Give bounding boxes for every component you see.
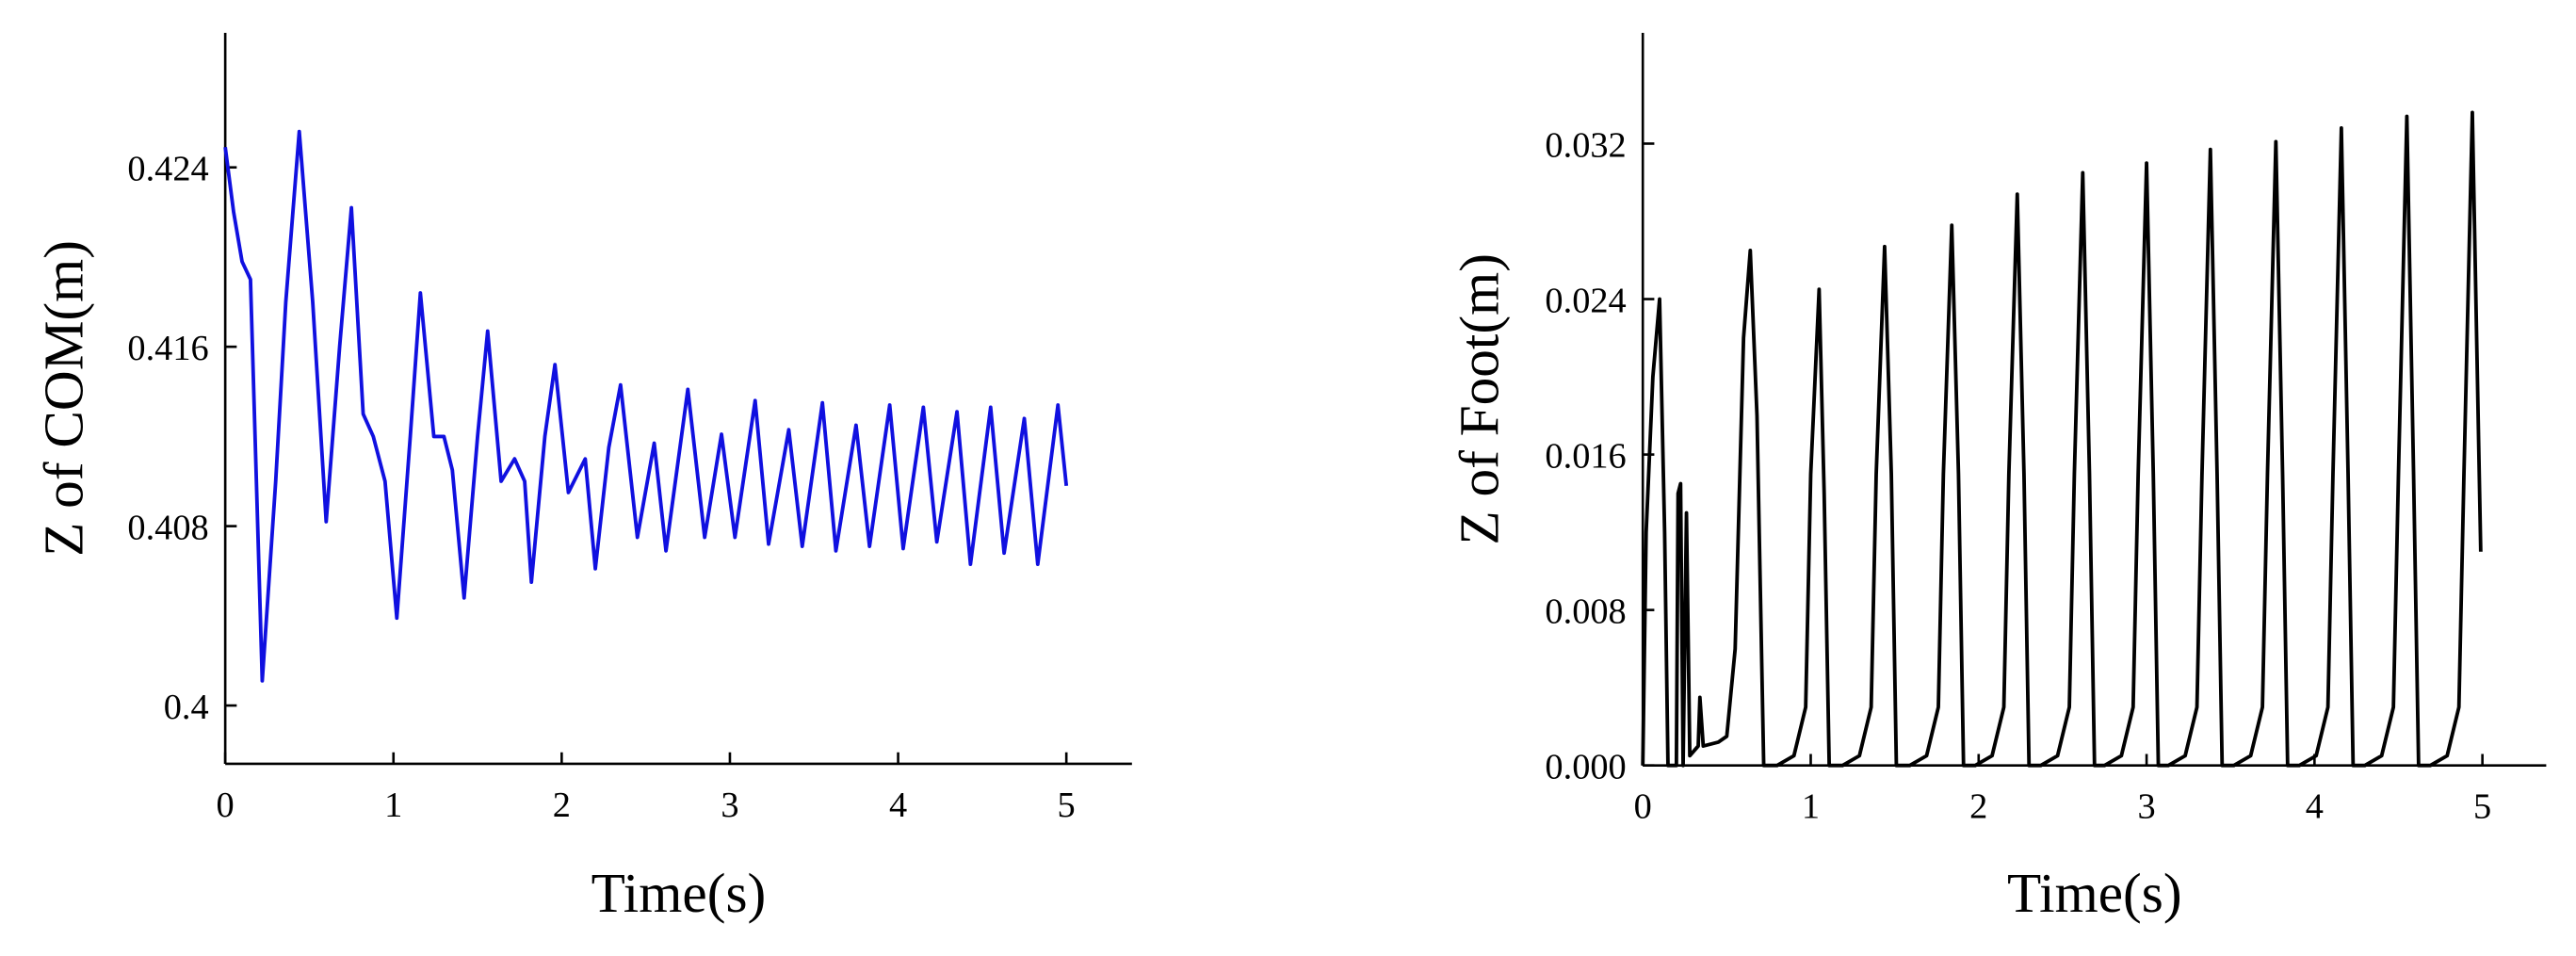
y-tick-label: 0.424 bbox=[127, 150, 208, 189]
x-tick-label: 5 bbox=[1058, 786, 1076, 825]
x-axis-label: Time(s) bbox=[2007, 862, 2182, 924]
x-tick-label: 3 bbox=[2137, 787, 2155, 827]
y-tick-label: 0.000 bbox=[1545, 748, 1626, 787]
x-tick-label: 5 bbox=[2473, 787, 2491, 827]
y-axis-label: Z of Foot(m) bbox=[1449, 253, 1511, 545]
y-tick-label: 0.032 bbox=[1545, 125, 1626, 165]
x-tick-label: 1 bbox=[384, 786, 402, 825]
x-axis-label: Time(s) bbox=[591, 862, 767, 924]
x-tick-label: 4 bbox=[889, 786, 907, 825]
y-tick-label: 0.008 bbox=[1545, 592, 1626, 632]
y-tick-label: 0.416 bbox=[127, 329, 208, 368]
y-axis-label: Z of COM(m) bbox=[32, 240, 94, 557]
x-tick-label: 0 bbox=[1634, 787, 1652, 827]
y-tick-label: 0.4 bbox=[164, 688, 209, 727]
y-tick-label: 0.024 bbox=[1545, 281, 1626, 320]
data-line bbox=[223, 129, 1069, 683]
x-tick-label: 2 bbox=[1969, 787, 1987, 827]
data-line bbox=[1641, 110, 2483, 768]
y-tick-label: 0.408 bbox=[127, 509, 208, 548]
x-tick-label: 1 bbox=[1802, 787, 1820, 827]
x-tick-label: 0 bbox=[217, 786, 235, 825]
x-tick-label: 4 bbox=[2306, 787, 2324, 827]
x-tick-label: 3 bbox=[721, 786, 738, 825]
y-tick-label: 0.016 bbox=[1545, 437, 1626, 477]
x-tick-label: 2 bbox=[553, 786, 571, 825]
